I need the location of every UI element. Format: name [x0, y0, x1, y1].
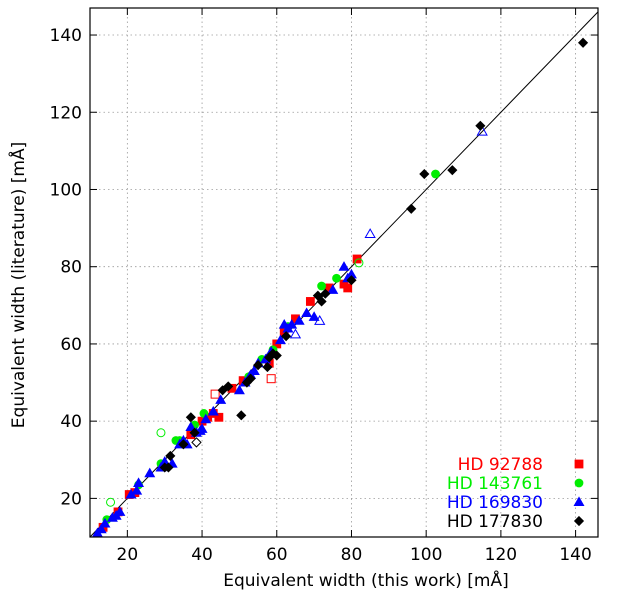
y-tick-label: 80 — [60, 258, 82, 278]
data-point-open — [476, 125, 488, 136]
data-point — [223, 381, 234, 392]
series-hd-177830 — [159, 37, 589, 473]
data-point — [114, 506, 126, 516]
data-point-open — [354, 258, 364, 268]
data-point — [577, 37, 589, 48]
x-tick-label: 100 — [410, 545, 442, 565]
data-point — [253, 360, 264, 371]
legend-marker — [574, 459, 584, 469]
axis-ticks: 20 40 60 80 100 120 140 20 40 60 80 100 120 140 — [50, 8, 598, 565]
data-point-open — [289, 328, 302, 339]
data-point — [99, 517, 111, 528]
data-point — [301, 307, 313, 318]
data-point — [245, 373, 256, 384]
data-point — [165, 450, 176, 461]
data-point — [185, 412, 196, 423]
data-point — [308, 311, 320, 321]
data-points — [91, 37, 589, 538]
data-point-open — [364, 228, 376, 238]
data-point — [133, 477, 145, 487]
y-tick-label: 120 — [50, 103, 82, 123]
y-tick-label: 40 — [60, 412, 82, 432]
data-point — [293, 315, 305, 325]
data-point — [215, 394, 227, 404]
data-point — [236, 410, 247, 421]
data-point — [320, 288, 331, 299]
data-point — [406, 203, 417, 214]
identity-line — [89, 11, 599, 538]
grid-lines — [90, 8, 598, 537]
data-point — [214, 412, 224, 422]
data-point-open — [314, 314, 326, 325]
data-point — [305, 297, 315, 306]
legend-label: HD 169830 — [447, 493, 543, 513]
legend-label: HD 143761 — [447, 474, 543, 494]
legend-marker — [573, 496, 585, 507]
data-point-open — [106, 497, 116, 507]
data-point — [419, 168, 430, 180]
data-point — [281, 331, 292, 342]
data-point — [316, 296, 327, 307]
data-point — [144, 467, 156, 478]
data-point — [475, 120, 486, 131]
data-point — [271, 350, 282, 361]
data-point — [346, 275, 357, 286]
data-point — [178, 439, 189, 450]
data-point-open — [210, 389, 220, 399]
data-point — [262, 362, 273, 373]
x-tick-label: 40 — [191, 545, 213, 565]
data-point — [95, 523, 107, 534]
data-point — [233, 384, 245, 395]
data-point — [343, 283, 353, 293]
data-point — [163, 462, 174, 473]
data-point — [196, 423, 208, 433]
data-point-open — [156, 428, 166, 438]
data-point — [332, 273, 341, 283]
y-axis-label: Equivalent width (literature) [mÅ] — [7, 142, 29, 428]
data-point — [327, 284, 339, 294]
plot-frame — [89, 7, 599, 538]
legend-marker — [574, 478, 584, 488]
data-point — [447, 165, 458, 176]
data-point — [275, 334, 286, 345]
data-point-open — [191, 437, 202, 448]
data-point — [286, 319, 298, 329]
data-point — [248, 365, 260, 375]
x-tick-label: 140 — [559, 545, 591, 565]
data-point — [207, 405, 219, 416]
x-axis-label: Equivalent width (this work) [mÅ] — [223, 569, 508, 591]
legend-label: HD 177830 — [447, 512, 543, 532]
data-point — [189, 427, 200, 438]
y-tick-label: 100 — [50, 180, 82, 200]
y-tick-label: 20 — [60, 489, 82, 509]
data-point — [200, 413, 212, 424]
data-point — [338, 261, 350, 271]
data-point-open — [266, 374, 276, 384]
data-point — [431, 169, 440, 179]
y-tick-label: 140 — [50, 26, 82, 46]
data-point — [185, 421, 197, 431]
x-tick-label: 20 — [117, 545, 139, 565]
data-point — [317, 281, 326, 291]
y-tick-label: 60 — [60, 335, 82, 355]
x-tick-label: 80 — [341, 545, 363, 565]
legend-marker — [573, 515, 585, 527]
data-point — [131, 485, 143, 495]
x-tick-label: 120 — [485, 545, 517, 565]
x-tick-label: 60 — [266, 545, 288, 565]
legend-label: HD 92788 — [458, 455, 543, 475]
